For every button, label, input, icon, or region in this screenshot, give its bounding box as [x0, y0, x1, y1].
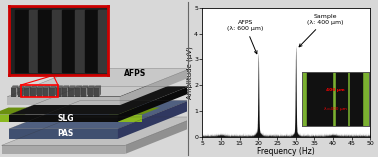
Polygon shape: [118, 86, 189, 122]
Polygon shape: [108, 108, 160, 115]
Text: SLG: SLG: [57, 114, 74, 123]
Bar: [75, 10, 85, 72]
Polygon shape: [9, 86, 189, 115]
Polygon shape: [68, 86, 76, 88]
Polygon shape: [74, 86, 76, 97]
Polygon shape: [62, 88, 67, 97]
Polygon shape: [18, 88, 23, 97]
Polygon shape: [23, 86, 25, 97]
Polygon shape: [80, 86, 82, 97]
Polygon shape: [108, 115, 142, 122]
Polygon shape: [30, 88, 36, 97]
Polygon shape: [75, 86, 82, 88]
Polygon shape: [42, 86, 43, 97]
Polygon shape: [81, 86, 88, 88]
Polygon shape: [55, 86, 56, 97]
Polygon shape: [67, 86, 69, 97]
Polygon shape: [17, 86, 18, 97]
Polygon shape: [94, 88, 99, 97]
Polygon shape: [18, 86, 25, 88]
Polygon shape: [68, 88, 74, 97]
Polygon shape: [50, 86, 56, 88]
Polygon shape: [125, 117, 197, 154]
Text: PAS: PAS: [58, 129, 74, 138]
Polygon shape: [88, 88, 93, 97]
Polygon shape: [9, 100, 189, 129]
Polygon shape: [8, 68, 191, 97]
Polygon shape: [61, 86, 63, 97]
Polygon shape: [36, 86, 37, 97]
Polygon shape: [56, 86, 63, 88]
Text: AFPS
(λ: 600 μm): AFPS (λ: 600 μm): [227, 20, 263, 54]
Polygon shape: [62, 86, 69, 88]
Bar: [98, 10, 108, 72]
Polygon shape: [120, 68, 191, 105]
Polygon shape: [99, 86, 101, 97]
Bar: [39, 10, 52, 72]
Bar: [29, 10, 39, 72]
X-axis label: Frequency (Hz): Frequency (Hz): [257, 147, 315, 156]
Bar: [20, 85, 58, 97]
Polygon shape: [11, 86, 18, 88]
Polygon shape: [87, 86, 88, 97]
Polygon shape: [50, 88, 55, 97]
Polygon shape: [43, 86, 50, 88]
Polygon shape: [2, 145, 125, 154]
Polygon shape: [2, 117, 197, 145]
Y-axis label: Amplitude (μV): Amplitude (μV): [186, 46, 193, 99]
Polygon shape: [24, 88, 29, 97]
Polygon shape: [30, 86, 37, 88]
Polygon shape: [0, 115, 24, 122]
Polygon shape: [29, 86, 31, 97]
Polygon shape: [9, 129, 118, 139]
Polygon shape: [37, 86, 43, 88]
Polygon shape: [81, 88, 87, 97]
Polygon shape: [8, 97, 120, 105]
Text: AFPS: AFPS: [124, 69, 146, 78]
Polygon shape: [37, 88, 42, 97]
Polygon shape: [118, 100, 189, 139]
Polygon shape: [56, 88, 61, 97]
Text: Sample
(λ: 400 μm): Sample (λ: 400 μm): [299, 14, 344, 47]
Polygon shape: [93, 86, 94, 97]
Polygon shape: [88, 86, 94, 88]
Polygon shape: [9, 115, 118, 122]
Polygon shape: [24, 86, 31, 88]
Bar: [52, 10, 62, 72]
Polygon shape: [43, 88, 48, 97]
Polygon shape: [48, 86, 50, 97]
Polygon shape: [11, 88, 17, 97]
Polygon shape: [94, 86, 101, 88]
Bar: [85, 10, 98, 72]
Bar: [62, 10, 75, 72]
Bar: [15, 10, 29, 72]
Polygon shape: [75, 88, 80, 97]
Polygon shape: [0, 108, 42, 115]
